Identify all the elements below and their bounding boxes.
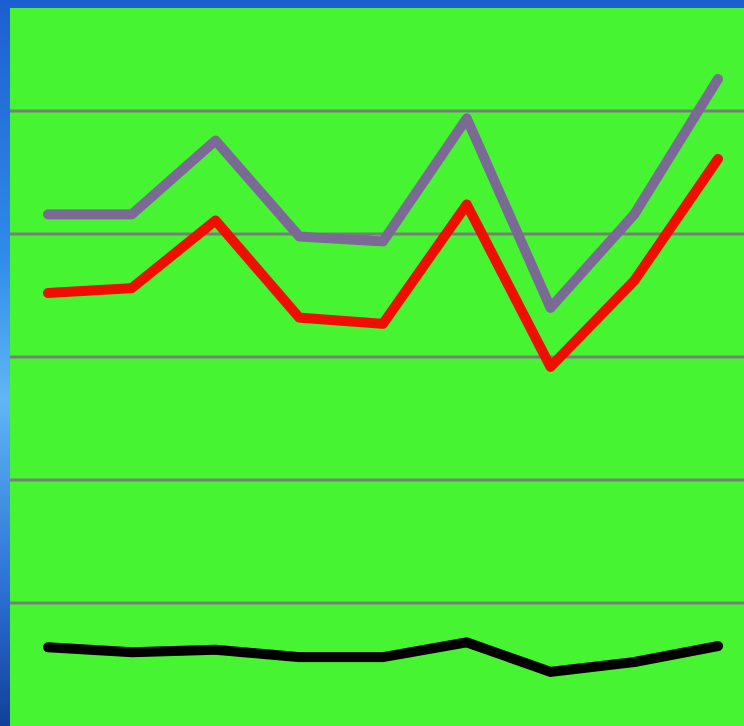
series-line-2 (43, 153, 723, 372)
series-lines (43, 74, 723, 677)
line-chart (10, 8, 744, 726)
series-line-3 (43, 637, 723, 677)
series-line-1 (43, 74, 723, 313)
plot-background (10, 8, 744, 726)
plot-area (10, 8, 744, 726)
